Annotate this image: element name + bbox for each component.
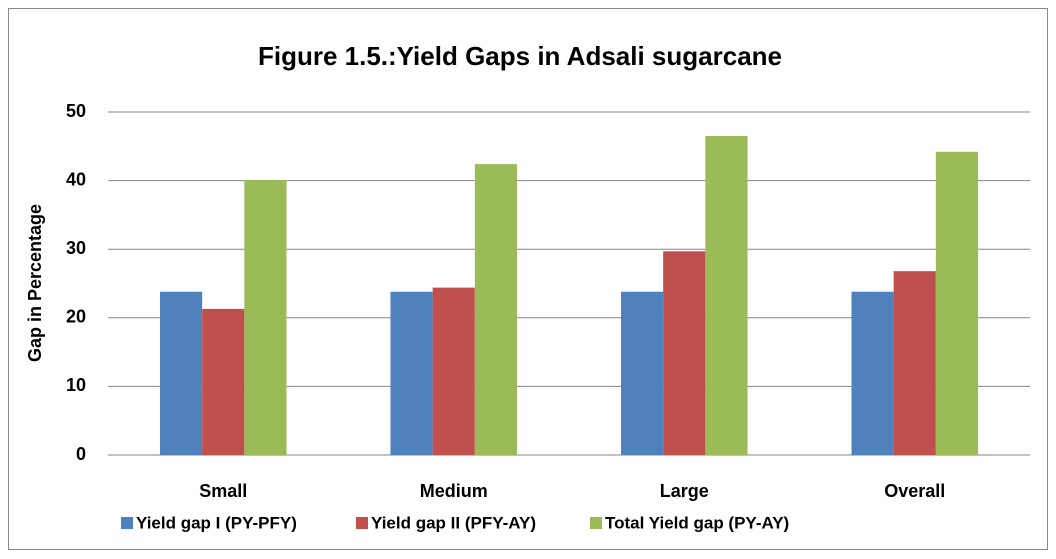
bar xyxy=(244,179,287,455)
bar xyxy=(620,291,664,455)
legend-swatch xyxy=(590,517,602,529)
y-tick-label: 40 xyxy=(66,169,86,189)
chart-border xyxy=(8,8,1048,550)
x-tick-label: Small xyxy=(199,481,247,501)
bar xyxy=(851,291,894,455)
x-tick-label: Overall xyxy=(884,481,945,501)
bar xyxy=(432,287,475,455)
legend-label: Total Yield gap (PY-AY) xyxy=(605,513,789,532)
bar xyxy=(390,291,433,455)
bar xyxy=(202,308,245,455)
x-tick-label: Large xyxy=(660,481,709,501)
y-tick-label: 10 xyxy=(66,375,86,395)
x-tick-label: Medium xyxy=(420,481,488,501)
y-tick-label: 30 xyxy=(66,238,86,258)
y-tick-label: 20 xyxy=(66,307,86,327)
legend-swatch xyxy=(356,517,368,529)
y-tick-label: 0 xyxy=(76,444,86,464)
legend-label: Yield gap II (PFY-AY) xyxy=(371,513,536,532)
bar xyxy=(474,164,518,456)
chart-title: Figure 1.5.:Yield Gaps in Adsali sugarca… xyxy=(258,41,782,71)
y-axis-label: Gap in Percentage xyxy=(25,204,45,362)
bar xyxy=(705,136,748,455)
y-tick-label: 50 xyxy=(66,101,86,121)
bar xyxy=(663,251,706,455)
bar xyxy=(935,151,979,455)
bar xyxy=(893,271,936,455)
legend-swatch xyxy=(121,517,133,529)
legend-label: Yield gap I (PY-PFY) xyxy=(136,513,297,532)
bar xyxy=(159,291,203,455)
